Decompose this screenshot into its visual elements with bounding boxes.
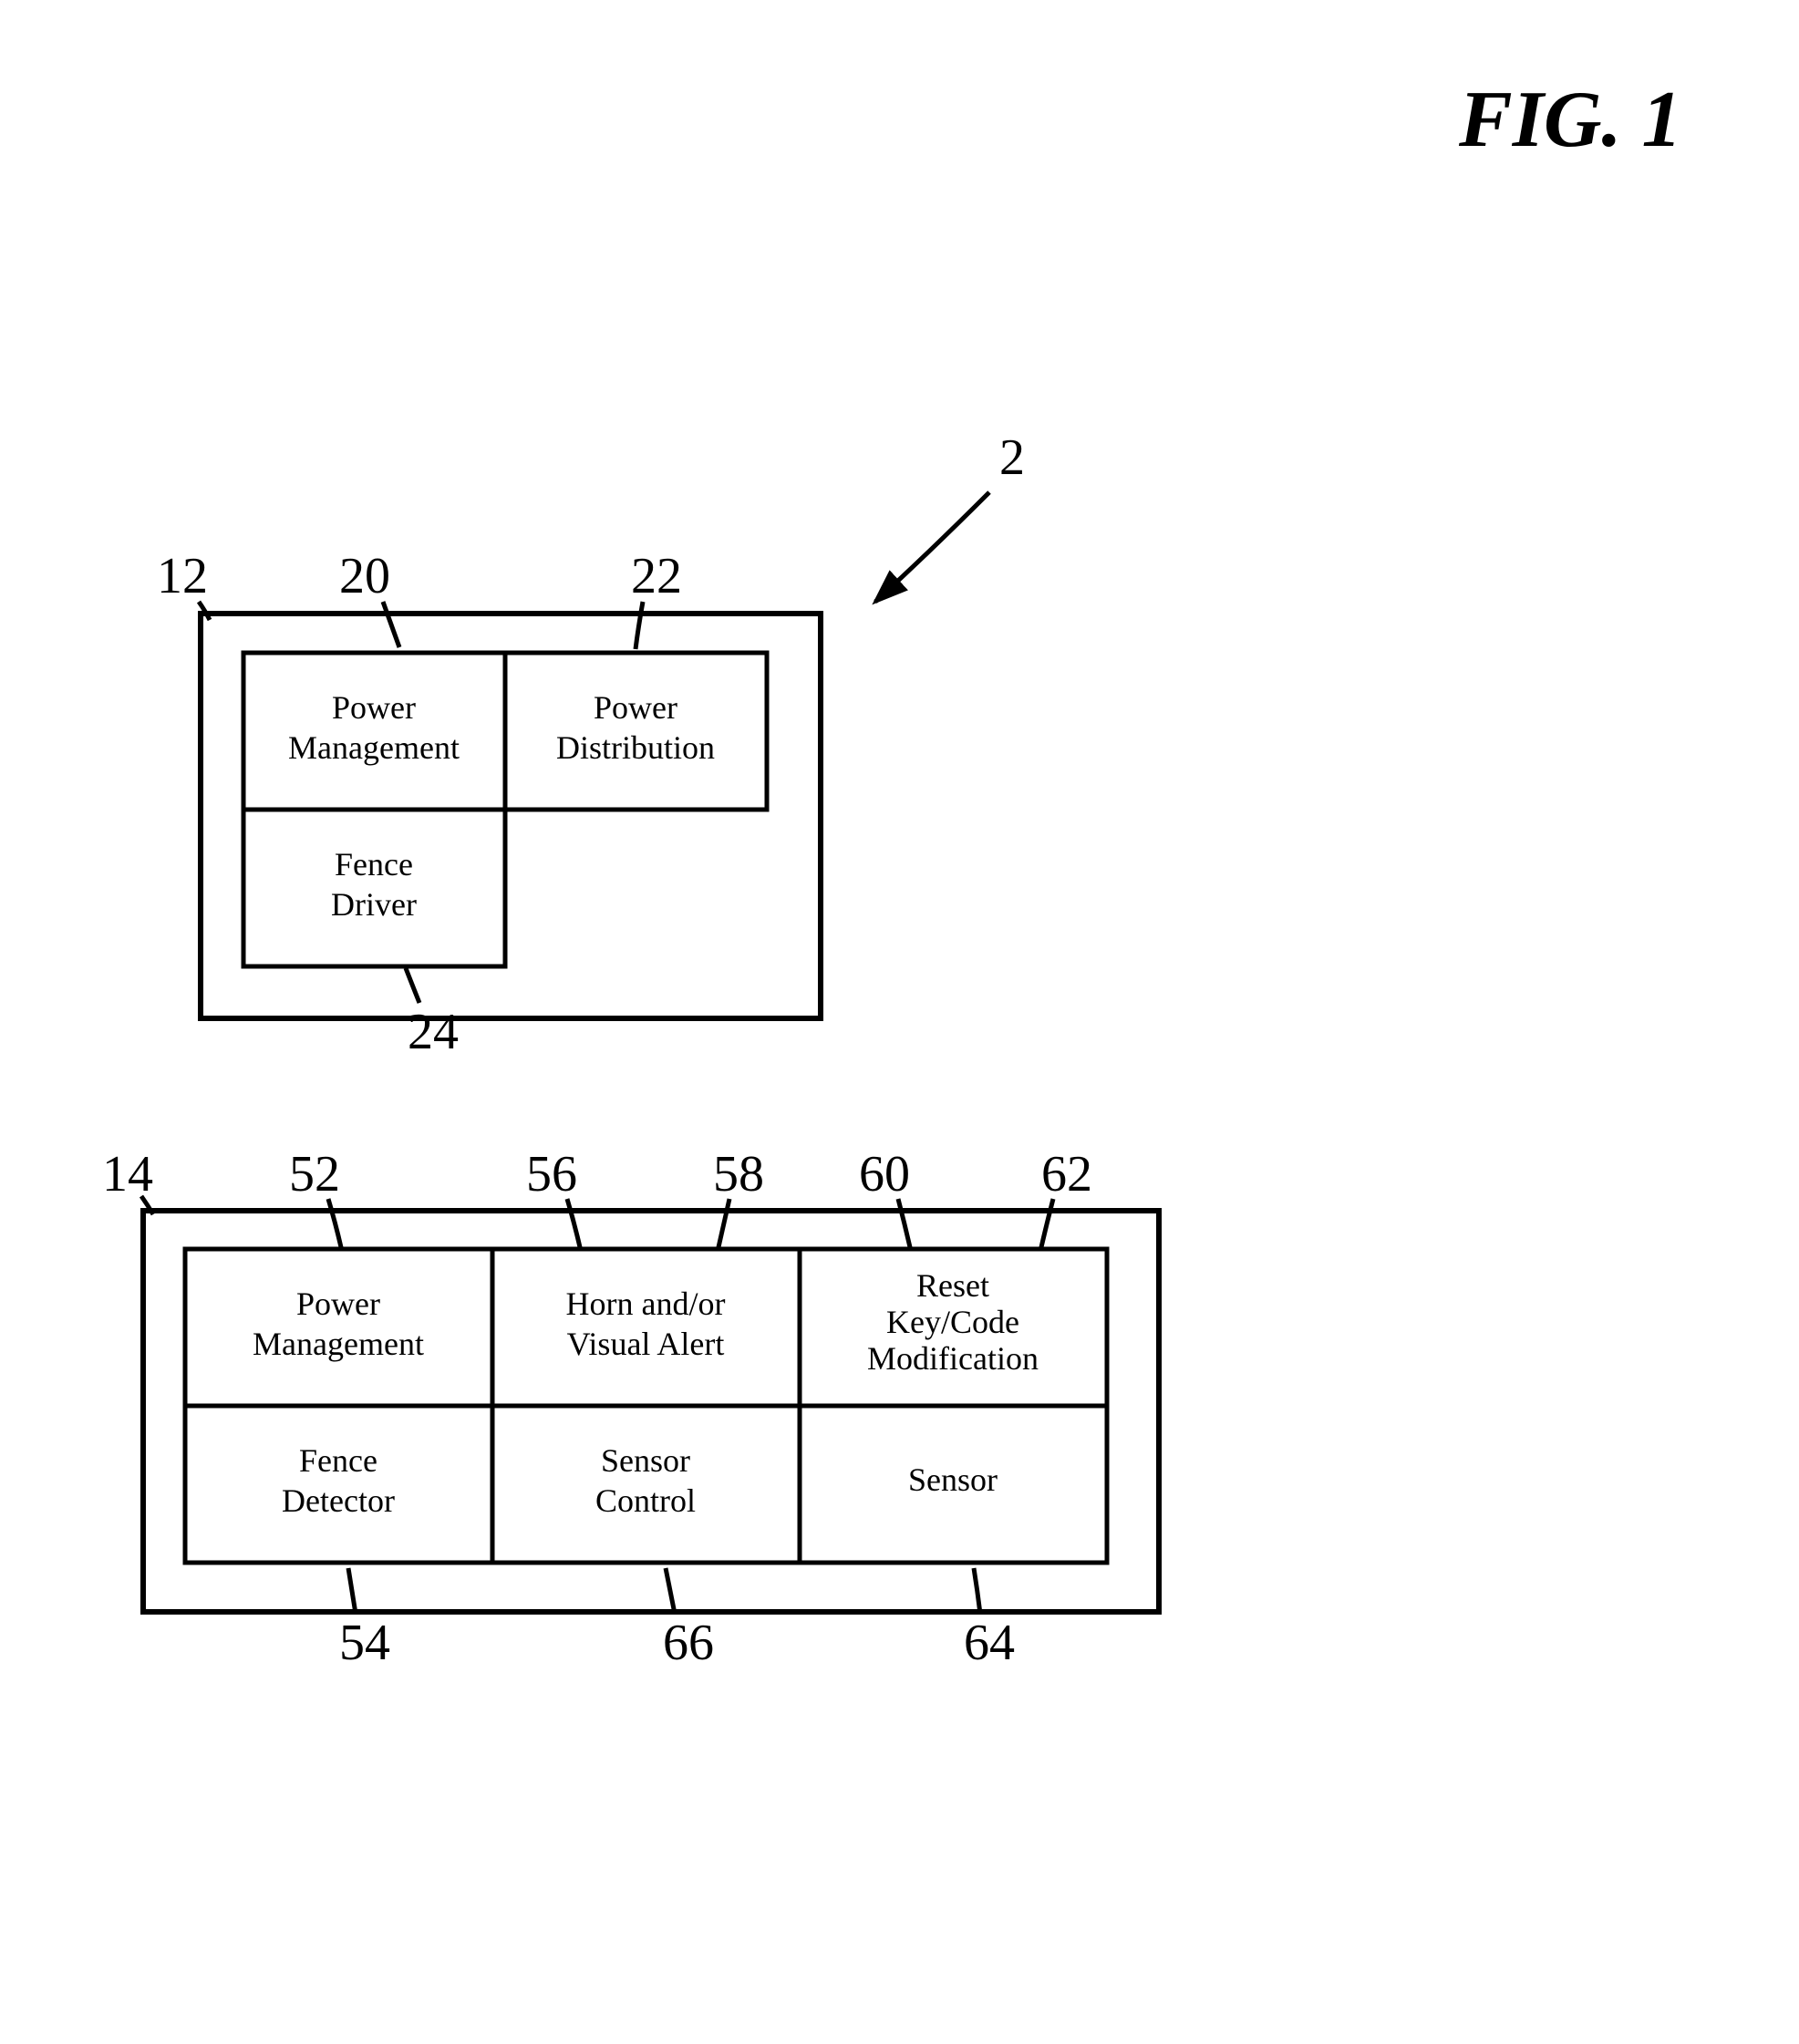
bottom-module-outer (143, 1211, 1159, 1612)
leader-20 (383, 602, 399, 647)
leader-64 (974, 1568, 980, 1614)
ref-60: 60 (859, 1146, 910, 1203)
label-pm-bot-2: Management (253, 1326, 424, 1362)
label-power-management-top-2: Management (288, 729, 460, 766)
label-reset-2: Key/Code (886, 1304, 1019, 1340)
leader-22 (636, 602, 643, 649)
label-horn-2: Visual Alert (567, 1326, 725, 1362)
ref-64: 64 (964, 1615, 1015, 1671)
label-power-distribution-top-2: Distribution (556, 729, 715, 766)
label-fence-driver-1: Fence (335, 846, 413, 883)
leader-overall (875, 492, 989, 602)
label-pm-bot-1: Power (296, 1285, 380, 1322)
label-fence-driver-2: Driver (331, 886, 417, 923)
ref-overall: 2 (999, 429, 1025, 486)
leader-24 (406, 968, 419, 1003)
label-sc-2: Control (595, 1482, 696, 1519)
label-sensor: Sensor (908, 1461, 998, 1498)
leader-58 (719, 1199, 729, 1247)
leader-56 (567, 1199, 580, 1247)
ref-22: 22 (631, 548, 682, 604)
ref-56: 56 (526, 1146, 577, 1203)
ref-52: 52 (289, 1146, 340, 1203)
leader-66 (666, 1568, 675, 1614)
label-power-management-top-1: Power (332, 689, 416, 726)
ref-14: 14 (102, 1146, 153, 1203)
label-fd-2: Detector (282, 1482, 395, 1519)
leader-62 (1041, 1199, 1053, 1247)
label-reset-3: Modification (867, 1340, 1039, 1377)
ref-20: 20 (339, 548, 390, 604)
figure-title: FIG. 1 (1458, 76, 1682, 164)
leader-54 (348, 1568, 356, 1614)
label-reset-1: Reset (916, 1267, 989, 1304)
leader-60 (898, 1199, 910, 1247)
label-power-distribution-top-1: Power (594, 689, 677, 726)
label-sc-1: Sensor (601, 1442, 690, 1479)
ref-66: 66 (663, 1615, 714, 1671)
ref-58: 58 (713, 1146, 764, 1203)
label-horn-1: Horn and/or (566, 1285, 726, 1322)
top-module-outer (201, 614, 821, 1018)
label-fd-1: Fence (299, 1442, 377, 1479)
ref-54: 54 (339, 1615, 390, 1671)
ref-24: 24 (408, 1004, 459, 1060)
ref-12: 12 (157, 548, 208, 604)
ref-62: 62 (1041, 1146, 1092, 1203)
leader-52 (328, 1199, 341, 1247)
